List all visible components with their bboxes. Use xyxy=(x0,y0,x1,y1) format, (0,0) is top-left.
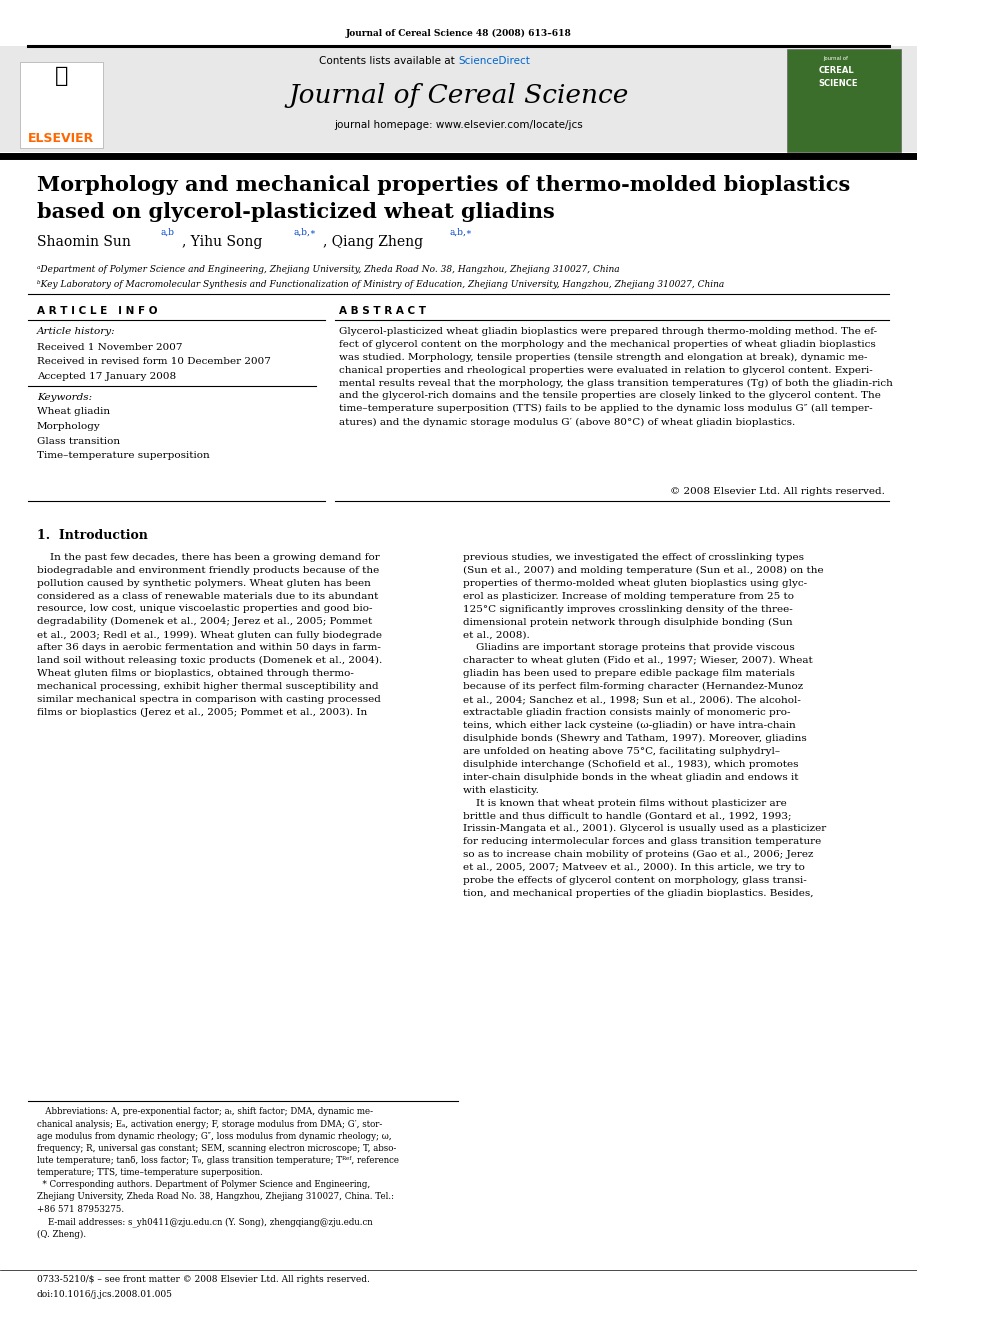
Text: Received in revised form 10 December 2007: Received in revised form 10 December 200… xyxy=(37,357,271,366)
Text: Contents lists available at: Contents lists available at xyxy=(319,56,458,66)
Text: Wheat gliadin: Wheat gliadin xyxy=(37,407,110,417)
Text: Glass transition: Glass transition xyxy=(37,437,120,446)
Text: , Qiang Zheng: , Qiang Zheng xyxy=(322,235,423,250)
Text: Journal of Cereal Science: Journal of Cereal Science xyxy=(289,83,629,108)
Bar xyxy=(787,49,901,152)
Text: SCIENCE: SCIENCE xyxy=(818,79,858,89)
Text: Morphology and mechanical properties of thermo-molded bioplastics: Morphology and mechanical properties of … xyxy=(37,175,850,194)
Text: 0733-5210/$ – see front matter © 2008 Elsevier Ltd. All rights reserved.: 0733-5210/$ – see front matter © 2008 El… xyxy=(37,1275,370,1285)
Text: a,b,∗: a,b,∗ xyxy=(294,228,316,237)
Text: A R T I C L E   I N F O: A R T I C L E I N F O xyxy=(37,306,157,316)
Text: journal homepage: www.elsevier.com/locate/jcs: journal homepage: www.elsevier.com/locat… xyxy=(334,120,582,131)
Text: Keywords:: Keywords: xyxy=(37,393,92,402)
Bar xyxy=(20,62,103,148)
Text: ScienceDirect: ScienceDirect xyxy=(458,56,531,66)
Text: ᵇKey Laboratory of Macromolecular Synthesis and Functionalization of Ministry of: ᵇKey Laboratory of Macromolecular Synthe… xyxy=(37,280,724,290)
Text: doi:10.1016/j.jcs.2008.01.005: doi:10.1016/j.jcs.2008.01.005 xyxy=(37,1290,173,1299)
Text: a,b,∗: a,b,∗ xyxy=(449,228,472,237)
Bar xyxy=(0,46,917,152)
Text: Received 1 November 2007: Received 1 November 2007 xyxy=(37,343,183,352)
Text: based on glycerol-plasticized wheat gliadins: based on glycerol-plasticized wheat glia… xyxy=(37,202,555,222)
Text: , Yihu Song: , Yihu Song xyxy=(182,235,262,250)
Text: Accepted 17 January 2008: Accepted 17 January 2008 xyxy=(37,372,176,381)
Text: previous studies, we investigated the effect of crosslinking types
(Sun et al., : previous studies, we investigated the ef… xyxy=(463,553,826,898)
Text: Morphology: Morphology xyxy=(37,422,100,431)
Text: In the past few decades, there has been a growing demand for
biodegradable and e: In the past few decades, there has been … xyxy=(37,553,382,717)
Text: Journal of: Journal of xyxy=(823,56,848,61)
Text: CEREAL: CEREAL xyxy=(818,66,854,75)
Text: 🌲: 🌲 xyxy=(55,66,68,86)
Text: A B S T R A C T: A B S T R A C T xyxy=(339,306,427,316)
Text: Time–temperature superposition: Time–temperature superposition xyxy=(37,451,209,460)
Text: © 2008 Elsevier Ltd. All rights reserved.: © 2008 Elsevier Ltd. All rights reserved… xyxy=(670,487,885,496)
Text: Abbreviations: A, pre-exponential factor; aₜ, shift factor; DMA, dynamic me-
cha: Abbreviations: A, pre-exponential factor… xyxy=(37,1107,399,1238)
Text: 1.  Introduction: 1. Introduction xyxy=(37,529,148,542)
Text: Shaomin Sun: Shaomin Sun xyxy=(37,235,131,250)
Text: a,b: a,b xyxy=(161,228,175,237)
Text: ELSEVIER: ELSEVIER xyxy=(29,132,94,146)
Text: Journal of Cereal Science 48 (2008) 613–618: Journal of Cereal Science 48 (2008) 613–… xyxy=(345,29,571,38)
Text: Glycerol-plasticized wheat gliadin bioplastics were prepared through thermo-mold: Glycerol-plasticized wheat gliadin biopl… xyxy=(339,327,893,426)
Text: ᵃDepartment of Polymer Science and Engineering, Zhejiang University, Zheda Road : ᵃDepartment of Polymer Science and Engin… xyxy=(37,265,619,274)
Text: Article history:: Article history: xyxy=(37,327,115,336)
